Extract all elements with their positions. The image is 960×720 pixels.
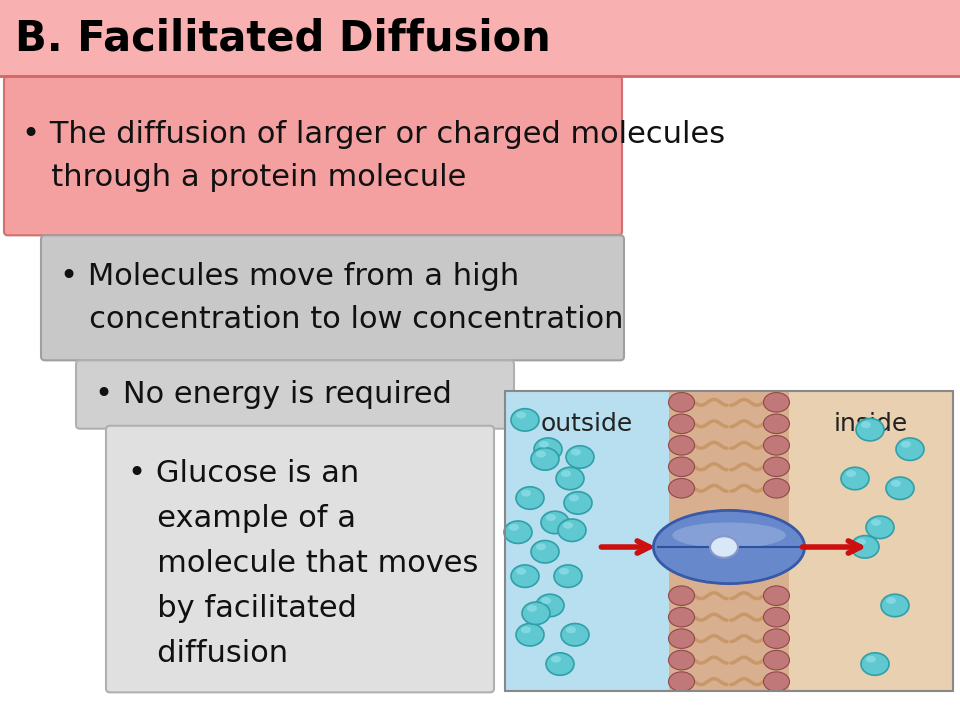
- Ellipse shape: [763, 629, 789, 649]
- Text: • The diffusion of larger or charged molecules
   through a protein molecule: • The diffusion of larger or charged mol…: [22, 120, 725, 192]
- Ellipse shape: [654, 510, 804, 584]
- Ellipse shape: [763, 479, 789, 498]
- Ellipse shape: [668, 457, 694, 477]
- Ellipse shape: [866, 656, 876, 662]
- Ellipse shape: [668, 392, 694, 412]
- Ellipse shape: [886, 477, 914, 500]
- Ellipse shape: [531, 541, 559, 563]
- Ellipse shape: [527, 605, 537, 612]
- Ellipse shape: [668, 436, 694, 455]
- Bar: [668, 391, 789, 691]
- Ellipse shape: [891, 480, 901, 487]
- Ellipse shape: [516, 487, 544, 509]
- Ellipse shape: [504, 521, 532, 544]
- Ellipse shape: [564, 492, 592, 514]
- Ellipse shape: [871, 519, 881, 526]
- Ellipse shape: [559, 568, 569, 575]
- Ellipse shape: [536, 594, 564, 616]
- FancyBboxPatch shape: [41, 235, 624, 360]
- Ellipse shape: [563, 522, 573, 528]
- Ellipse shape: [763, 414, 789, 433]
- Ellipse shape: [763, 650, 789, 670]
- Ellipse shape: [846, 470, 856, 477]
- Ellipse shape: [763, 392, 789, 412]
- Ellipse shape: [763, 672, 789, 691]
- Ellipse shape: [561, 470, 571, 477]
- Ellipse shape: [861, 421, 871, 428]
- Ellipse shape: [558, 519, 586, 541]
- Ellipse shape: [522, 602, 550, 624]
- Ellipse shape: [521, 626, 531, 634]
- Ellipse shape: [536, 451, 546, 457]
- Ellipse shape: [763, 586, 789, 606]
- Ellipse shape: [541, 511, 569, 534]
- Ellipse shape: [668, 650, 694, 670]
- Bar: [505, 391, 953, 691]
- Ellipse shape: [763, 436, 789, 455]
- FancyBboxPatch shape: [106, 426, 494, 693]
- Ellipse shape: [566, 626, 576, 634]
- FancyBboxPatch shape: [0, 0, 960, 76]
- Text: outside: outside: [540, 412, 633, 436]
- Ellipse shape: [516, 412, 526, 418]
- Ellipse shape: [668, 479, 694, 498]
- Ellipse shape: [886, 597, 896, 604]
- Ellipse shape: [841, 467, 869, 490]
- Ellipse shape: [866, 516, 894, 539]
- Ellipse shape: [511, 409, 539, 431]
- Ellipse shape: [554, 565, 582, 588]
- Bar: [505, 391, 668, 691]
- Ellipse shape: [511, 565, 539, 588]
- Ellipse shape: [672, 523, 785, 548]
- Ellipse shape: [521, 490, 531, 497]
- Text: B. Facilitated Diffusion: B. Facilitated Diffusion: [15, 17, 551, 59]
- Ellipse shape: [546, 514, 556, 521]
- Text: inside: inside: [834, 412, 908, 436]
- Ellipse shape: [763, 457, 789, 477]
- Ellipse shape: [539, 441, 549, 448]
- Ellipse shape: [668, 414, 694, 433]
- Ellipse shape: [534, 438, 562, 460]
- Ellipse shape: [763, 608, 789, 627]
- Ellipse shape: [536, 544, 546, 550]
- Ellipse shape: [561, 624, 589, 646]
- Ellipse shape: [541, 597, 551, 604]
- Ellipse shape: [571, 449, 581, 456]
- Ellipse shape: [516, 568, 526, 575]
- Ellipse shape: [861, 653, 889, 675]
- Ellipse shape: [509, 524, 519, 531]
- Ellipse shape: [856, 539, 866, 545]
- Ellipse shape: [856, 418, 884, 441]
- FancyBboxPatch shape: [4, 76, 622, 235]
- Text: • Molecules move from a high
   concentration to low concentration: • Molecules move from a high concentrati…: [60, 262, 623, 334]
- Ellipse shape: [546, 653, 574, 675]
- Ellipse shape: [668, 586, 694, 606]
- Ellipse shape: [556, 467, 584, 490]
- Text: • No energy is required: • No energy is required: [95, 380, 452, 409]
- Ellipse shape: [516, 624, 544, 646]
- Ellipse shape: [668, 608, 694, 627]
- Ellipse shape: [901, 441, 911, 448]
- Ellipse shape: [851, 536, 879, 558]
- Ellipse shape: [710, 536, 738, 558]
- Ellipse shape: [896, 438, 924, 460]
- Ellipse shape: [881, 594, 909, 616]
- Ellipse shape: [569, 495, 579, 501]
- FancyBboxPatch shape: [76, 360, 514, 428]
- Text: • Glucose is an
   example of a
   molecule that moves
   by facilitated
   diff: • Glucose is an example of a molecule th…: [128, 459, 478, 668]
- Ellipse shape: [668, 672, 694, 691]
- Ellipse shape: [551, 656, 561, 662]
- Ellipse shape: [531, 448, 559, 470]
- Ellipse shape: [566, 446, 594, 468]
- Bar: [789, 391, 953, 691]
- Ellipse shape: [668, 629, 694, 649]
